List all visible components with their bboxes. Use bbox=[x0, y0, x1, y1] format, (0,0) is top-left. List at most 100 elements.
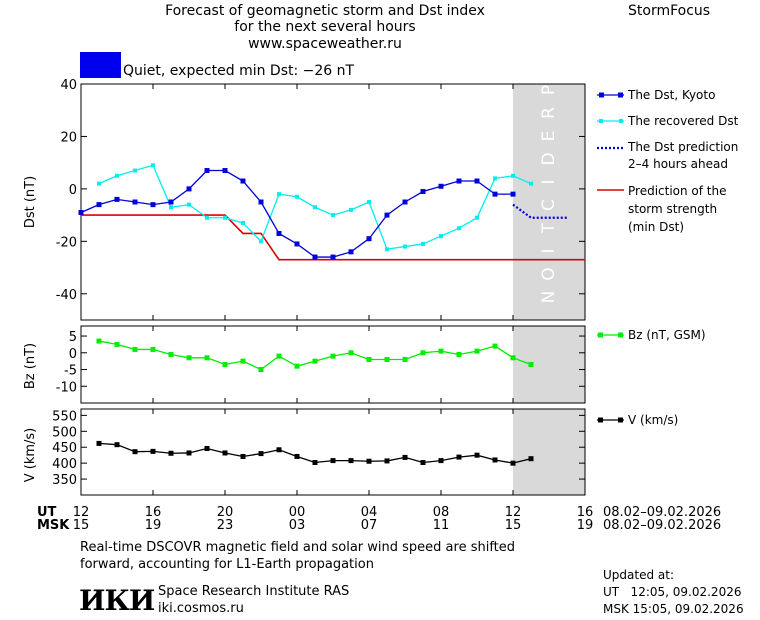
ut-tick-label: 04 bbox=[361, 505, 378, 520]
v-point bbox=[258, 451, 264, 457]
ut-tick-label: 00 bbox=[289, 505, 306, 520]
v-point bbox=[420, 460, 426, 466]
bz-point bbox=[168, 351, 174, 357]
bz-point bbox=[186, 355, 192, 361]
v-point bbox=[528, 456, 534, 462]
legend-v-marker bbox=[618, 417, 623, 423]
recovered-dst-point bbox=[223, 215, 227, 220]
y-tick-label: -20 bbox=[56, 235, 77, 250]
msk-tick-label: 11 bbox=[433, 518, 450, 533]
recovered-dst-point bbox=[331, 213, 335, 218]
legend-bz-label: Bz (nT, GSM) bbox=[628, 328, 706, 342]
kyoto-dst-point bbox=[420, 189, 426, 195]
footer-note-line-1: Real-time DSCOVR magnetic field and sola… bbox=[80, 540, 516, 555]
panel-frame-2 bbox=[80, 408, 586, 496]
kyoto-dst-point bbox=[204, 168, 210, 174]
legend-storm-label-1: Prediction of the bbox=[628, 184, 727, 198]
bz-point bbox=[348, 350, 354, 356]
prediction-label-letter: P bbox=[539, 85, 559, 95]
recovered-dst-point bbox=[421, 241, 425, 246]
y-axis-label-0: Dst (nT) bbox=[23, 176, 38, 228]
bz-point bbox=[510, 355, 516, 361]
prediction-band-1 bbox=[513, 326, 585, 403]
recovered-dst-point bbox=[205, 215, 209, 220]
y-tick-label: 500 bbox=[52, 425, 77, 440]
y-axis-label-2: V (km/s) bbox=[23, 428, 38, 483]
prediction-label-letter: R bbox=[539, 107, 559, 119]
bz-point bbox=[276, 353, 282, 359]
v-point bbox=[402, 454, 408, 460]
chart-title-url[interactable]: www.spaceweather.ru bbox=[248, 36, 402, 52]
iki-logo: ИКИ bbox=[79, 584, 155, 617]
kyoto-dst-point bbox=[186, 186, 192, 192]
institute-name: Space Research Institute RAS bbox=[158, 584, 350, 599]
updated-msk: MSK 15:05, 09.02.2026 bbox=[603, 602, 744, 616]
v-point bbox=[168, 450, 174, 456]
recovered-dst-point bbox=[367, 200, 371, 204]
prediction-label-letter: N bbox=[539, 291, 559, 304]
recovered-dst-point bbox=[403, 244, 407, 249]
bz-point bbox=[204, 355, 210, 361]
prediction-label-letter: T bbox=[539, 222, 559, 234]
recovered-dst-point bbox=[439, 234, 443, 239]
institute-site[interactable]: iki.cosmos.ru bbox=[158, 601, 244, 616]
kyoto-dst-point bbox=[240, 178, 246, 184]
bz-point bbox=[294, 363, 300, 369]
recovered-dst-point bbox=[241, 220, 245, 225]
footer-note-line-2: forward, accounting for L1-Earth propaga… bbox=[80, 557, 374, 572]
status-swatch bbox=[80, 52, 121, 78]
kyoto-dst-point bbox=[384, 212, 390, 218]
kyoto-dst-point bbox=[510, 191, 516, 197]
y-tick-label: 550 bbox=[52, 409, 77, 424]
kyoto-dst-point bbox=[78, 209, 84, 215]
kyoto-dst-point bbox=[438, 183, 444, 189]
y-axis-label-1: Bz (nT) bbox=[23, 343, 38, 389]
series-bz-line bbox=[98, 340, 532, 371]
y-tick-label: 450 bbox=[52, 441, 77, 456]
prediction-band-0 bbox=[513, 84, 585, 320]
msk-tick-label: 07 bbox=[361, 518, 378, 533]
legend-recovered-label: The recovered Dst bbox=[627, 114, 739, 128]
msk-axis-label: MSK bbox=[37, 518, 70, 533]
prediction-label-letter: I bbox=[539, 179, 559, 184]
kyoto-dst-point bbox=[456, 178, 462, 184]
legend-storm-label-3: (min Dst) bbox=[628, 220, 684, 234]
kyoto-dst-point bbox=[168, 199, 174, 205]
v-point bbox=[438, 458, 444, 464]
prediction-label-letter: O bbox=[539, 267, 559, 280]
v-point bbox=[204, 445, 210, 451]
v-point bbox=[294, 453, 300, 459]
chart-title-line-1: Forecast of geomagnetic storm and Dst in… bbox=[165, 3, 485, 19]
v-point bbox=[330, 458, 336, 464]
msk-tick-label: 19 bbox=[577, 518, 594, 533]
prediction-label-letter: I bbox=[539, 248, 559, 253]
legend-kyoto-marker bbox=[599, 92, 604, 98]
kyoto-dst-point bbox=[474, 178, 480, 184]
legend-prediction-label-2: 2–4 hours ahead bbox=[628, 157, 728, 171]
msk-date-range: 08.02–09.02.2026 bbox=[603, 518, 721, 533]
v-point bbox=[186, 450, 192, 456]
recovered-dst-point bbox=[475, 215, 479, 220]
recovered-dst-point bbox=[277, 192, 281, 197]
kyoto-dst-point bbox=[312, 254, 318, 260]
v-point bbox=[222, 450, 228, 456]
recovered-dst-point bbox=[187, 202, 191, 207]
prediction-label-letter: E bbox=[539, 131, 559, 142]
y-tick-label: 350 bbox=[52, 473, 77, 488]
y-tick-label: -10 bbox=[56, 380, 77, 395]
status-label: Quiet, expected min Dst: −26 nT bbox=[123, 63, 355, 79]
legend-prediction-label-1: The Dst prediction bbox=[627, 140, 738, 154]
v-point bbox=[240, 453, 246, 459]
legend-v-marker bbox=[598, 417, 603, 423]
kyoto-dst-point bbox=[96, 202, 102, 208]
y-tick-label: 0 bbox=[69, 183, 77, 198]
recovered-dst-point bbox=[169, 205, 173, 210]
bz-point bbox=[366, 356, 372, 362]
bz-point bbox=[96, 338, 102, 344]
recovered-dst-point bbox=[97, 181, 101, 186]
bz-point bbox=[474, 348, 480, 354]
msk-tick-label: 19 bbox=[145, 518, 162, 533]
ut-tick-label: 08 bbox=[433, 505, 450, 520]
y-tick-label: 40 bbox=[60, 78, 77, 93]
